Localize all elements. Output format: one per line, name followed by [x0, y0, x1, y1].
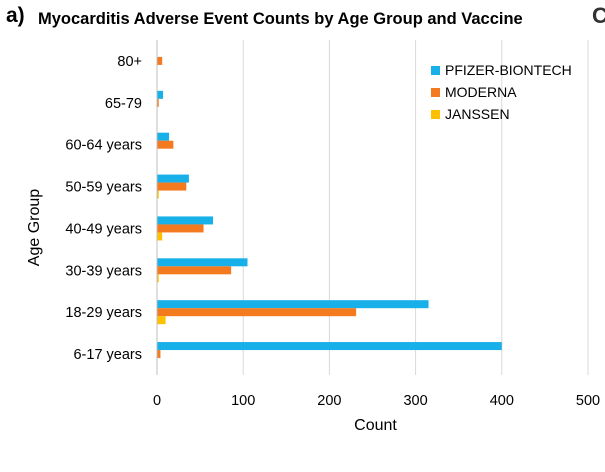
x-axis-title: Count — [354, 417, 397, 434]
bar-moderna — [157, 266, 232, 275]
y-axis-title: Age Group — [26, 189, 43, 266]
x-tick-label: 500 — [576, 393, 600, 409]
panel-label: a) — [6, 4, 25, 27]
bar-pfizer-biontech — [157, 90, 164, 99]
chart-title: Myocarditis Adverse Event Counts by Age … — [38, 10, 523, 28]
bar-moderna — [157, 308, 357, 317]
legend-label: PFIZER-BIONTECH — [445, 62, 572, 78]
corner-glyph: C — [591, 3, 605, 29]
bar-pfizer-biontech — [157, 132, 170, 141]
legend-label: MODERNA — [445, 84, 517, 100]
y-tick-label: 65-79 — [105, 96, 142, 112]
bar-janssen — [157, 316, 166, 325]
bar-pfizer-biontech — [157, 300, 429, 309]
bar-pfizer-biontech — [157, 216, 214, 225]
x-tick-label: 0 — [153, 393, 161, 409]
axes-layer: 0 100 200 300 400 500 80+ 65-79 60-64 years 50-59… — [26, 40, 600, 434]
y-tick-label: 60-64 years — [65, 138, 142, 154]
bar-moderna — [157, 98, 159, 107]
x-tick-label: 100 — [231, 393, 255, 409]
legend-swatch — [431, 88, 440, 97]
bar-moderna — [157, 56, 163, 65]
y-tick-label: 6-17 years — [73, 347, 142, 363]
y-tick-label: 50-59 years — [65, 180, 142, 196]
legend-label: JANSSEN — [445, 106, 510, 122]
bar-moderna — [157, 182, 187, 191]
x-tick-label: 300 — [403, 393, 427, 409]
legend-swatch — [431, 110, 440, 119]
bar-pfizer-biontech — [157, 342, 502, 351]
bar-moderna — [157, 140, 174, 149]
y-tick-label: 80+ — [117, 54, 142, 70]
corner-glyph-text: C — [592, 3, 605, 28]
legend-swatch — [431, 66, 440, 75]
x-tick-label: 200 — [317, 393, 341, 409]
bar-janssen — [157, 274, 159, 283]
bar-moderna — [157, 350, 161, 359]
y-tick-label: 40-49 years — [65, 221, 142, 237]
bar-janssen — [157, 232, 163, 241]
x-tick-label: 400 — [490, 393, 514, 409]
bar-moderna — [157, 224, 204, 233]
legend: PFIZER-BIONTECH MODERNA JANSSEN — [431, 62, 572, 122]
y-tick-label: 30-39 years — [65, 263, 142, 279]
bar-pfizer-biontech — [157, 258, 248, 267]
bar-janssen — [157, 190, 159, 199]
grid-layer — [242, 40, 589, 375]
bars-layer — [157, 56, 502, 359]
bar-pfizer-biontech — [157, 174, 189, 183]
y-tick-label: 18-29 years — [65, 305, 142, 321]
